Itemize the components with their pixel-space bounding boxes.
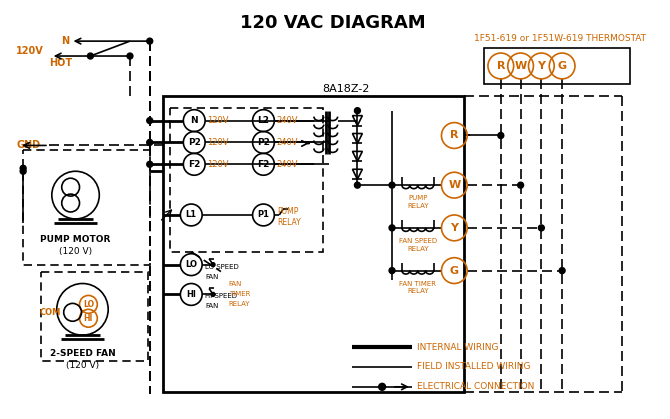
Circle shape [20,165,26,171]
Circle shape [147,161,153,167]
Text: HI SPEED: HI SPEED [205,293,237,300]
Circle shape [389,268,395,274]
Circle shape [389,225,395,231]
Text: PUMP: PUMP [277,207,299,217]
Text: 120V: 120V [207,160,228,169]
Circle shape [87,53,93,59]
Circle shape [211,292,215,296]
Circle shape [20,168,26,174]
Text: FAN: FAN [205,303,218,309]
Text: 240V: 240V [276,116,298,125]
Text: 240V: 240V [276,160,298,169]
Circle shape [147,118,153,124]
Text: RELAY: RELAY [229,301,251,308]
Bar [170,108,323,252]
Text: RELAY: RELAY [407,203,429,209]
Text: W: W [515,61,527,71]
Text: HI: HI [186,290,196,299]
Text: 120V: 120V [207,116,228,125]
Text: N: N [62,36,70,46]
Text: Y: Y [450,223,458,233]
Text: F2: F2 [257,160,269,169]
Circle shape [354,108,360,114]
Text: G: G [557,61,567,71]
Text: (120 V): (120 V) [59,247,92,256]
Text: R: R [496,61,505,71]
Text: PUMP MOTOR: PUMP MOTOR [40,235,111,244]
Text: INTERNAL WIRING: INTERNAL WIRING [417,343,498,352]
Text: FIELD INSTALLED WIRING: FIELD INSTALLED WIRING [417,362,530,372]
Text: GND: GND [16,140,40,150]
Text: RELAY: RELAY [277,218,301,228]
Circle shape [518,182,523,188]
Circle shape [127,53,133,59]
Text: FAN: FAN [229,282,243,287]
Circle shape [354,182,360,188]
Text: W: W [448,180,460,190]
Text: P2: P2 [188,138,201,147]
Circle shape [379,383,386,390]
Circle shape [211,263,215,266]
Text: L1: L1 [186,210,197,220]
Bar [41,272,148,361]
Text: LO SPEED: LO SPEED [205,264,239,269]
Text: FAN TIMER: FAN TIMER [399,281,436,287]
Text: 120V: 120V [207,138,228,147]
Text: G: G [450,266,459,276]
Text: RELAY: RELAY [407,288,429,295]
Text: P2: P2 [257,138,270,147]
Text: FAN: FAN [205,274,218,279]
Text: N: N [190,116,198,125]
Circle shape [389,182,395,188]
Text: 1F51-619 or 1F51W-619 THERMOSTAT: 1F51-619 or 1F51W-619 THERMOSTAT [474,34,646,43]
Text: LO: LO [83,300,94,309]
Text: Y: Y [537,61,545,71]
Text: HOT: HOT [49,58,72,68]
Text: R: R [450,130,458,140]
Circle shape [539,225,544,231]
Bar [163,96,464,392]
Text: F2: F2 [188,160,200,169]
Text: 120 VAC DIAGRAM: 120 VAC DIAGRAM [240,14,425,32]
Text: PUMP: PUMP [408,195,427,201]
Text: HI: HI [84,314,93,323]
Text: RELAY: RELAY [407,246,429,252]
Text: COM: COM [40,308,61,317]
Text: LO: LO [186,260,197,269]
Circle shape [559,268,565,274]
Bar [23,150,149,265]
Bar [484,48,630,84]
Text: 2-SPEED FAN: 2-SPEED FAN [50,349,115,358]
Text: TIMER: TIMER [229,292,250,297]
Text: (120 V): (120 V) [66,361,99,370]
Text: 8A18Z-2: 8A18Z-2 [322,84,369,94]
Text: 240V: 240V [276,138,298,147]
Text: P1: P1 [257,210,269,220]
Text: ELECTRICAL CONNECTION: ELECTRICAL CONNECTION [417,382,534,391]
Text: FAN SPEED: FAN SPEED [399,238,437,244]
Circle shape [498,132,504,138]
Circle shape [147,140,153,145]
Circle shape [147,38,153,44]
Text: 120V: 120V [16,46,44,56]
Text: L2: L2 [257,116,269,125]
